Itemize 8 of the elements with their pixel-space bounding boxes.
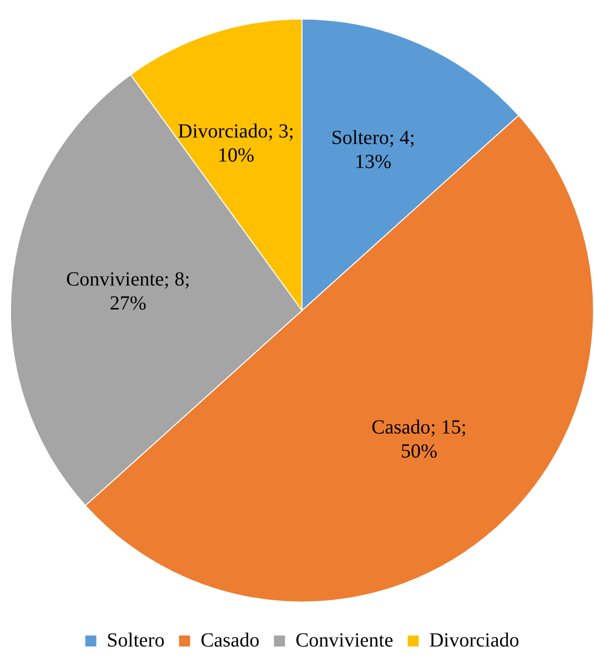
data-label: Divorciado; 3; 10% <box>178 120 294 166</box>
data-label: Soltero; 4; 13% <box>331 126 416 173</box>
data-label: Conviviente; 8; 27% <box>66 268 190 314</box>
legend-label: Soltero <box>106 629 165 652</box>
legend-label: Casado <box>200 629 260 652</box>
legend-label: Conviviente <box>295 629 394 652</box>
legend-label: Divorciado <box>429 629 520 652</box>
data-label: Casado; 15; 50% <box>372 416 467 463</box>
